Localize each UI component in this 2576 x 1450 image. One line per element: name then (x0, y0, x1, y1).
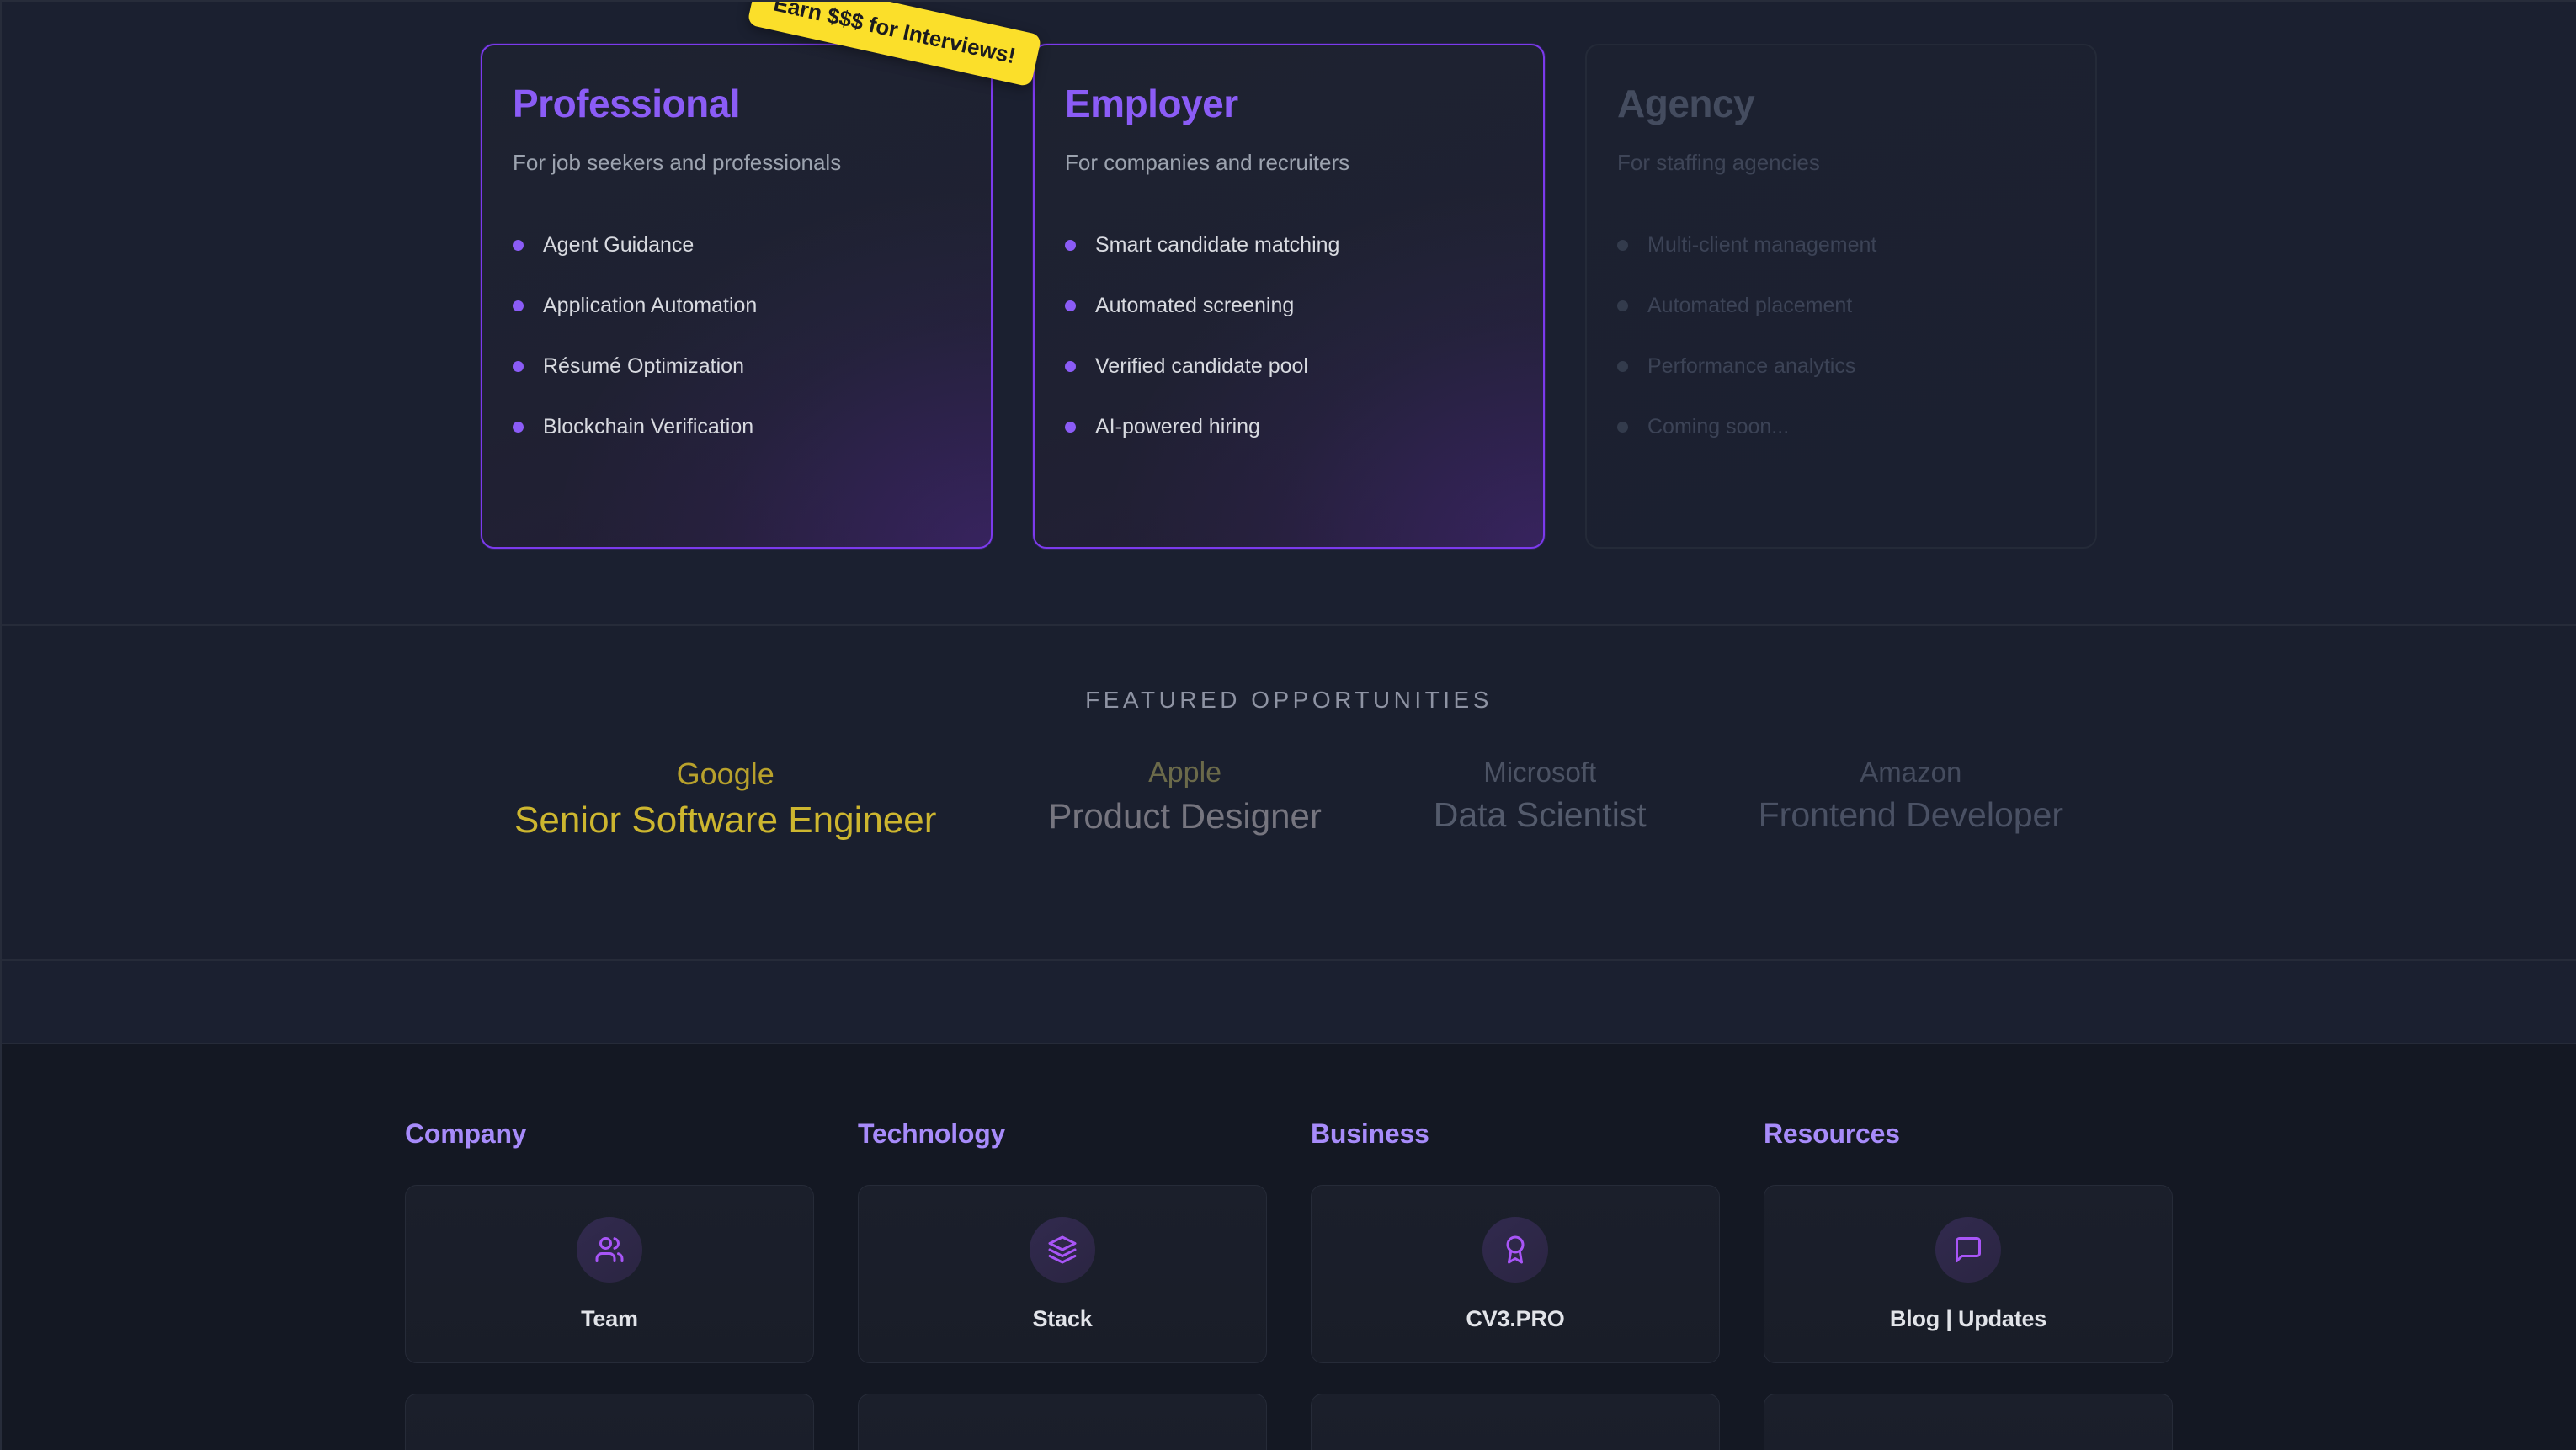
section-spacer-band (2, 961, 2576, 1044)
footer-card-label: CV3.PRO (1466, 1305, 1565, 1331)
footer-card-label: Team (581, 1305, 638, 1331)
bullet-icon (1617, 239, 1628, 251)
plan-feature: Verified candidate pool (1065, 336, 1513, 396)
footer-card-stack[interactable]: Stack (858, 1185, 1267, 1363)
bullet-icon (513, 300, 524, 311)
plan-feature: Smart candidate matching (1065, 215, 1513, 275)
bullet-icon (1065, 421, 1076, 433)
bullet-icon (1065, 300, 1076, 311)
footer-card-next[interactable] (405, 1394, 814, 1450)
bullet-icon (1617, 421, 1628, 433)
plans-section: Earn $$$ for Interviews! Professional Fo… (2, 2, 2576, 626)
footer-card-blog-updates[interactable]: Blog | Updates (1764, 1185, 2173, 1363)
layers-icon (1030, 1216, 1095, 1283)
plan-feature-label: Résumé Optimization (543, 353, 744, 378)
bullet-icon (1617, 360, 1628, 372)
opportunity-item[interactable]: Microsoft Data Scientist (1434, 754, 1647, 838)
plan-feature: Blockchain Verification (513, 396, 961, 457)
footer-column-business: Business CV3.PRO (1311, 1118, 1720, 1450)
bullet-icon (513, 421, 524, 433)
opportunity-company: Microsoft (1483, 757, 1597, 788)
plan-feature: Agent Guidance (513, 215, 961, 275)
plan-feature-label: Application Automation (543, 293, 758, 317)
plan-subtitle: For companies and recruiters (1065, 150, 1350, 175)
footer-grid: Company Team (405, 1118, 2173, 1450)
bullet-icon (513, 239, 524, 251)
footer-column-title: Technology (858, 1118, 1006, 1149)
bullet-icon (1617, 300, 1628, 311)
award-icon (1482, 1216, 1548, 1283)
plan-feature-label: Performance analytics (1647, 353, 1856, 378)
plan-feature: Multi-client management (1617, 215, 2065, 275)
footer-card-next[interactable] (1311, 1394, 1720, 1450)
plan-title: Professional (513, 82, 741, 125)
footer-card-cv3pro[interactable]: CV3.PRO (1311, 1185, 1720, 1363)
opportunity-role: Product Designer (1048, 795, 1322, 836)
footer-column-title: Company (405, 1118, 527, 1149)
plan-feature: Résumé Optimization (513, 336, 961, 396)
footer-column-technology: Technology Stack (858, 1118, 1267, 1450)
opportunity-role: Frontend Developer (1758, 794, 2063, 834)
plan-feature-label: AI-powered hiring (1095, 414, 1260, 438)
featured-opportunities-section: FEATURED OPPORTUNITIES Google Senior Sof… (2, 626, 2576, 961)
plan-title: Employer (1065, 82, 1238, 125)
plan-feature-label: Smart candidate matching (1095, 232, 1340, 257)
bullet-icon (1065, 239, 1076, 251)
footer-column-title: Business (1311, 1118, 1429, 1149)
plan-feature: Automated placement (1617, 275, 2065, 336)
opportunity-company: Amazon (1860, 757, 1962, 788)
plan-subtitle: For job seekers and professionals (513, 150, 842, 175)
opportunity-company: Apple (1148, 757, 1222, 789)
plan-card-agency: Agency For staffing agencies Multi-clien… (1585, 44, 2097, 549)
footer-card-next[interactable] (1764, 1394, 2173, 1450)
plan-feature-list: Multi-client management Automated placem… (1617, 215, 2065, 457)
opportunity-item[interactable]: Google Senior Software Engineer (514, 754, 936, 845)
plan-feature-label: Blockchain Verification (543, 414, 754, 438)
plan-feature: Coming soon... (1617, 396, 2065, 457)
plan-feature-label: Verified candidate pool (1095, 353, 1308, 378)
plan-feature-label: Coming soon... (1647, 414, 1790, 438)
plan-feature: AI-powered hiring (1065, 396, 1513, 457)
plan-feature-label: Agent Guidance (543, 232, 695, 257)
opportunity-company: Google (676, 757, 774, 791)
footer-card-label: Blog | Updates (1889, 1305, 2047, 1331)
site-footer: Company Team (2, 1044, 2576, 1450)
bullet-icon (1065, 360, 1076, 372)
bullet-icon (513, 360, 524, 372)
plan-feature-list: Agent Guidance Application Automation Ré… (513, 215, 961, 457)
plan-feature: Automated screening (1065, 275, 1513, 336)
plan-feature-label: Multi-client management (1647, 232, 1877, 257)
opportunities-carousel[interactable]: Google Senior Software Engineer Apple Pr… (447, 754, 2131, 845)
footer-card-next[interactable] (858, 1394, 1267, 1450)
plan-feature: Performance analytics (1617, 336, 2065, 396)
opportunity-item[interactable]: Amazon Frontend Developer (1759, 754, 2063, 838)
plan-feature-label: Automated placement (1647, 293, 1853, 317)
footer-column-title: Resources (1764, 1118, 1900, 1149)
plan-card-professional[interactable]: Professional For job seekers and profess… (481, 44, 993, 549)
plan-title: Agency (1617, 82, 1755, 125)
opportunity-role: Senior Software Engineer (514, 799, 937, 841)
users-icon (577, 1216, 642, 1283)
footer-column-resources: Resources Blog | Updates (1764, 1118, 2173, 1450)
footer-column-company: Company Team (405, 1118, 814, 1450)
message-square-icon (1935, 1216, 2001, 1283)
plan-feature-list: Smart candidate matching Automated scree… (1065, 215, 1513, 457)
opportunity-role: Data Scientist (1433, 794, 1647, 834)
plan-feature: Application Automation (513, 275, 961, 336)
plan-feature-label: Automated screening (1095, 293, 1295, 317)
plan-cards-row: Professional For job seekers and profess… (481, 44, 2097, 549)
footer-card-label: Stack (1032, 1305, 1093, 1331)
opportunity-item[interactable]: Apple Product Designer (1048, 754, 1322, 841)
plan-subtitle: For staffing agencies (1617, 150, 1820, 175)
plan-card-employer[interactable]: Employer For companies and recruiters Sm… (1033, 44, 1545, 549)
featured-heading: FEATURED OPPORTUNITIES (1085, 687, 1493, 713)
footer-card-team[interactable]: Team (405, 1185, 814, 1363)
